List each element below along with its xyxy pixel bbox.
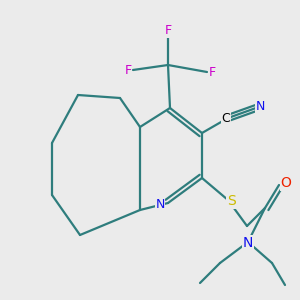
- Text: N: N: [243, 236, 253, 250]
- Text: O: O: [280, 176, 291, 190]
- Text: N: N: [155, 199, 165, 212]
- Text: F: F: [164, 25, 172, 38]
- Text: F: F: [124, 64, 132, 76]
- Text: S: S: [226, 194, 236, 208]
- Text: N: N: [255, 100, 265, 113]
- Text: F: F: [208, 65, 216, 79]
- Text: C: C: [222, 112, 230, 125]
